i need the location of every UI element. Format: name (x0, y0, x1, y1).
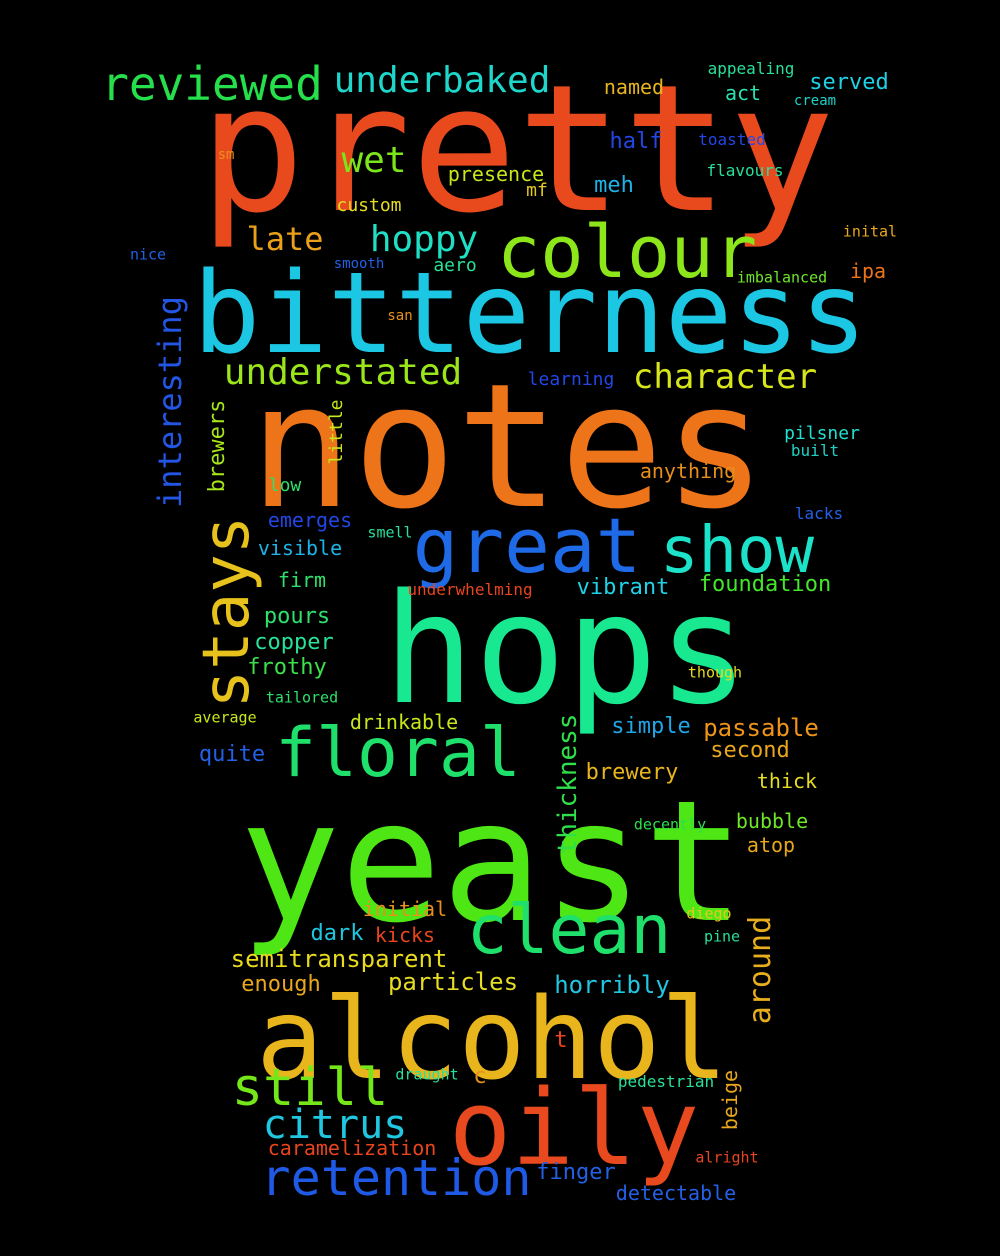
cloud-word-alcohol: alcohol (255, 975, 729, 1105)
cloud-word-around: around (743, 915, 778, 1025)
cloud-word-enough: enough (241, 972, 321, 997)
cloud-word-reviewed: reviewed (101, 57, 323, 111)
cloud-word-notes: notes (249, 346, 767, 547)
cloud-word-yeast: yeast (239, 764, 745, 960)
cloud-word-act: act (724, 81, 762, 105)
cloud-word-diego: diego (686, 904, 732, 923)
cloud-word-oily: oily (448, 1067, 700, 1189)
cloud-word-sm: sm (217, 147, 235, 163)
cloud-word-brewers: brewers (205, 399, 230, 493)
cloud-word-firm: firm (277, 568, 327, 592)
cloud-word-horribly: horribly (554, 971, 670, 999)
cloud-word-dark: dark (310, 921, 364, 946)
cloud-word-simple: simple (611, 714, 691, 739)
cloud-word-imbalanced: imbalanced (736, 268, 828, 287)
cloud-word-still: still (231, 1058, 389, 1118)
cloud-word-ipa: ipa (849, 259, 887, 283)
cloud-word-great: great (412, 501, 642, 590)
cloud-word-wet: wet (341, 140, 407, 181)
cloud-word-average: average (193, 708, 257, 727)
cloud-word-particles: particles (387, 968, 519, 996)
cloud-word-c: c (473, 1064, 487, 1089)
cloud-word-colour: colour (496, 210, 758, 294)
cloud-word-late: late (246, 220, 324, 258)
cloud-word-finger: finger (536, 1160, 616, 1185)
cloud-word-smell: smell (367, 523, 413, 542)
cloud-word-draught: draught (395, 1065, 459, 1084)
cloud-word-initial: initial (362, 897, 448, 921)
cloud-word-emerges: emerges (267, 508, 353, 532)
cloud-word-atop: atop (746, 833, 796, 857)
cloud-word-detectable: detectable (615, 1181, 737, 1205)
cloud-word-semitransparent: semitransparent (230, 945, 448, 973)
cloud-word-bubble: bubble (735, 809, 809, 833)
cloud-word-interesting: interesting (151, 296, 189, 508)
cloud-word-underwhelming: underwhelming (407, 580, 533, 599)
cloud-word-thickness: thickness (553, 713, 583, 855)
cloud-word-brewery: brewery (585, 760, 679, 785)
cloud-word-named: named (603, 75, 665, 99)
cloud-word-alright: alright (695, 1148, 759, 1167)
cloud-word-custom: custom (336, 195, 402, 216)
cloud-word-thick: thick (756, 769, 818, 793)
cloud-word-frothy: frothy (247, 655, 327, 680)
cloud-word-tailored: tailored (265, 688, 339, 707)
cloud-word-caramelization: caramelization (267, 1136, 437, 1160)
cloud-word-copper: copper (254, 630, 334, 655)
cloud-word-pretty: pretty (199, 47, 835, 252)
cloud-word-pedestrian: pedestrian (617, 1072, 715, 1091)
cloud-word-served: served (809, 70, 889, 95)
cloud-word-pine: pine (703, 927, 741, 946)
cloud-word-flavours: flavours (706, 161, 784, 180)
cloud-word-foundation: foundation (698, 572, 832, 597)
cloud-word-meh: meh (594, 173, 634, 198)
cloud-word-t: t (554, 1028, 568, 1053)
cloud-word-learning: learning (527, 369, 615, 390)
cloud-word-passable: passable (703, 714, 819, 742)
cloud-word-pours: pours (263, 604, 331, 629)
cloud-word-vibrant: vibrant (576, 575, 670, 600)
cloud-word-understated: understated (223, 352, 463, 393)
cloud-word-bitterness: bitterness (192, 249, 868, 379)
cloud-word-low: low (268, 475, 302, 496)
cloud-word-underbaked: underbaked (333, 60, 551, 101)
cloud-word-hops: hops (382, 561, 750, 738)
cloud-word-pilsner: pilsner (784, 423, 860, 444)
cloud-word-little: little (326, 399, 347, 465)
cloud-word-anything: anything (639, 459, 737, 483)
cloud-word-visible: visible (257, 536, 343, 560)
cloud-word-retention: retention (260, 1149, 532, 1207)
cloud-word-toasted: toasted (698, 130, 766, 149)
cloud-word-inital: inital (842, 222, 898, 241)
cloud-word-beige: beige (718, 1069, 742, 1131)
cloud-word-kicks: kicks (374, 923, 436, 947)
cloud-word-built: built (790, 441, 840, 460)
cloud-word-character: character (632, 357, 818, 397)
cloud-word-decently: decently (633, 815, 707, 834)
cloud-word-clean: clean (466, 891, 672, 970)
cloud-word-drinkable: drinkable (349, 710, 459, 734)
cloud-word-though: though (687, 663, 743, 682)
cloud-word-smooth: smooth (333, 256, 385, 272)
cloud-word-hoppy: hoppy (369, 219, 479, 260)
cloud-word-show: show (659, 514, 815, 588)
cloud-word-nice: nice (129, 245, 167, 264)
cloud-word-lacks: lacks (794, 504, 844, 523)
cloud-word-san: san (387, 308, 413, 324)
cloud-word-second: second (710, 738, 790, 763)
cloud-word-quite: quite (198, 742, 266, 767)
cloud-word-floral: floral (275, 714, 521, 793)
cloud-word-appealing: appealing (707, 59, 795, 78)
cloud-word-mf: mf (526, 180, 548, 201)
cloud-word-cream: cream (793, 93, 837, 109)
cloud-word-citrus: citrus (262, 1102, 408, 1148)
cloud-word-half: half (609, 129, 663, 154)
cloud-word-presence: presence (447, 162, 545, 186)
cloud-word-aero: aero (433, 255, 477, 276)
